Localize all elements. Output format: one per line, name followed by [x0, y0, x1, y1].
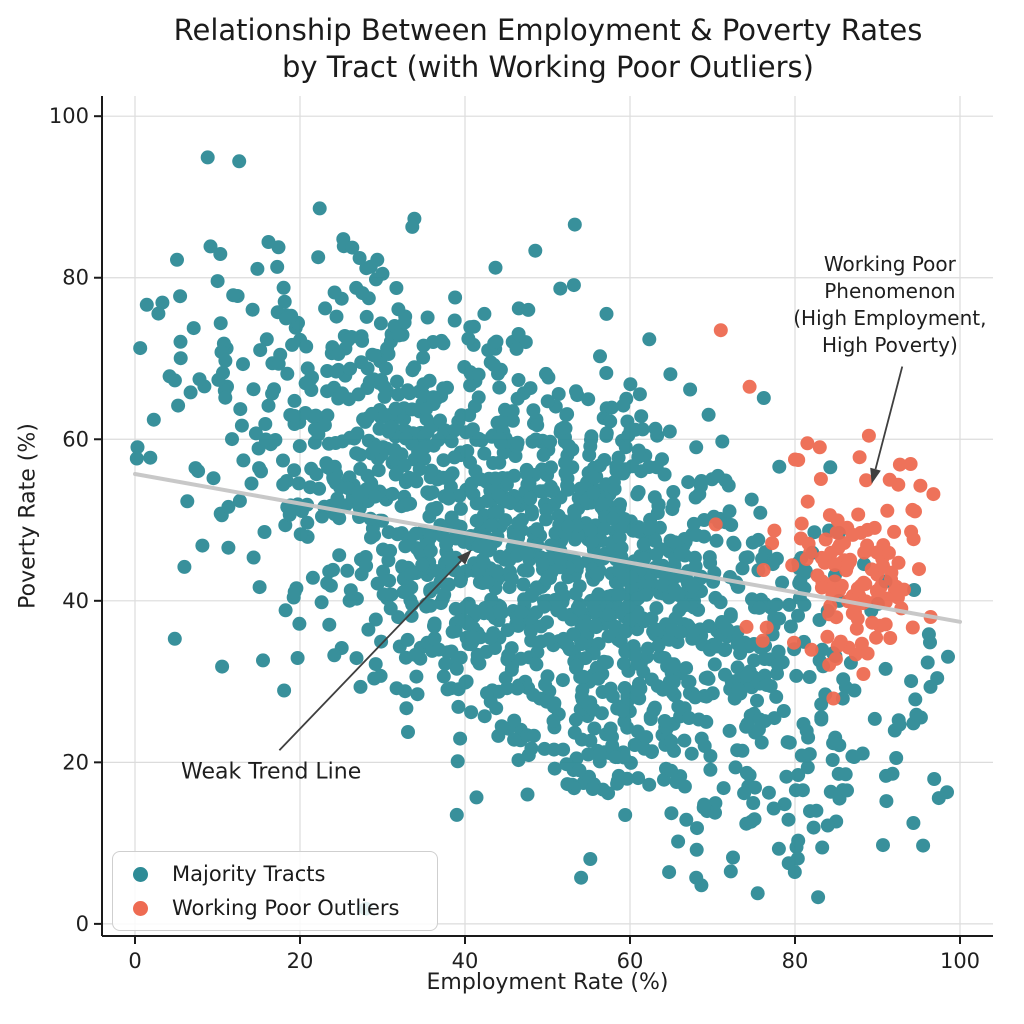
- x-tick-label: 80: [782, 949, 809, 973]
- annotation-line: Phenomenon: [824, 279, 956, 304]
- legend-item: Majority Tracts: [133, 857, 437, 891]
- arrowhead: [870, 467, 881, 484]
- y-tick-label: 40: [62, 589, 89, 613]
- annotation-working-poor: Working Poor Phenomenon (High Employment, H…: [793, 251, 986, 359]
- legend-label: Majority Tracts: [172, 862, 326, 886]
- y-axis-label: Poverty Rate (%): [15, 423, 41, 609]
- annotation-line: Weak Trend Line: [180, 759, 362, 785]
- x-axis-label: Employment Rate (%): [426, 970, 669, 995]
- chart-title: Relationship Between Employment & Povert…: [70, 12, 1024, 86]
- axis-tick-labels: 0 20 40 60 80 100 0 20 40 60 80 100: [49, 104, 980, 973]
- annotation-line: High Poverty): [821, 333, 958, 358]
- legend-item: Working Poor Outliers: [133, 891, 437, 925]
- x-tick-label: 0: [128, 949, 141, 973]
- annotation-line: (High Employment,: [793, 306, 987, 331]
- annotation-line: Working Poor: [823, 252, 956, 277]
- x-tick-label: 60: [617, 949, 644, 973]
- annotation-weak-trend: Weak Trend Line: [181, 759, 361, 786]
- series-majority-tracts: [129, 150, 955, 916]
- legend-label: Working Poor Outliers: [172, 896, 400, 920]
- x-tick-label: 40: [452, 949, 479, 973]
- series-working-poor-outliers: [708, 323, 941, 706]
- axes-spines: [101, 96, 993, 937]
- y-tick-label: 0: [76, 912, 89, 936]
- scatter-points: [129, 150, 955, 916]
- legend: Majority Tracts Working Poor Outliers: [112, 851, 438, 931]
- y-tick-label: 60: [62, 427, 89, 451]
- axis-ticks: [94, 115, 961, 944]
- annotation-arrows: [278, 366, 904, 751]
- y-tick-label: 80: [62, 266, 89, 290]
- y-tick-label: 20: [62, 750, 89, 774]
- legend-marker-icon: [133, 866, 148, 882]
- trend-line: [133, 472, 962, 624]
- arrowhead: [457, 549, 472, 565]
- y-tick-label: 100: [49, 104, 89, 128]
- x-tick-label: 20: [287, 949, 314, 973]
- legend-marker-icon: [133, 900, 148, 916]
- chart-title-line1: Relationship Between Employment & Povert…: [173, 13, 923, 47]
- x-tick-label: 100: [940, 949, 980, 973]
- chart-title-line2: by Tract (with Working Poor Outliers): [282, 50, 814, 84]
